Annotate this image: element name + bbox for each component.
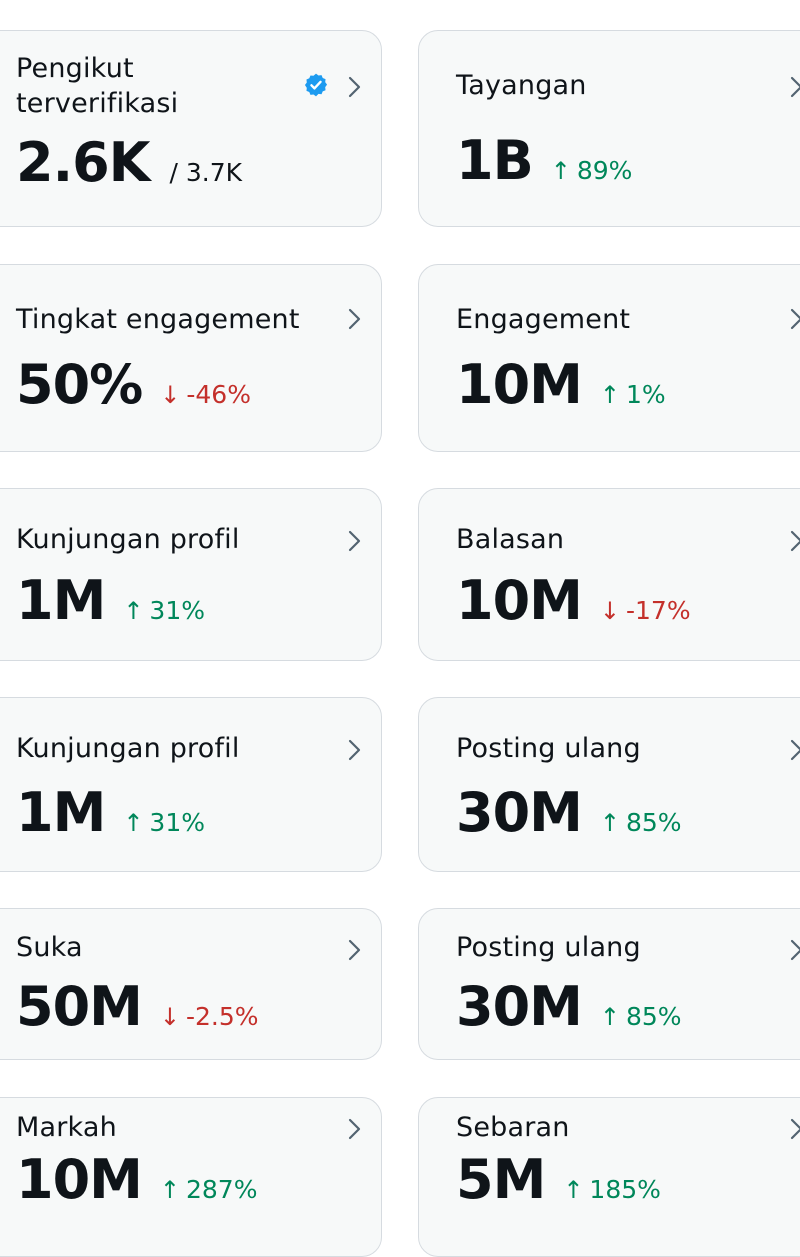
- profile-visits-card[interactable]: Kunjungan profil 1M ↑ 31%: [0, 697, 382, 872]
- likes-value: 50M: [16, 975, 143, 1038]
- profile-visits-value: 1M: [16, 569, 106, 632]
- chevron-right-icon: [790, 1118, 800, 1140]
- chevron-right-icon: [348, 308, 361, 330]
- arrow-up-icon: ↑: [599, 809, 620, 837]
- likes-metric: 50M ↓ -2.5%: [16, 975, 259, 1038]
- profile-visits-title: Kunjungan profil: [16, 524, 240, 555]
- reposts-title: Posting ulang: [456, 932, 641, 963]
- reposts-value: 30M: [456, 781, 583, 844]
- reposts-delta-value: 85%: [626, 808, 682, 837]
- chevron-right-icon: [348, 939, 361, 961]
- likes-delta: ↓ -2.5%: [160, 1002, 259, 1031]
- engagement-value: 10M: [456, 353, 583, 416]
- likes-title: Suka: [16, 932, 83, 963]
- arrow-up-icon: ↑: [159, 1176, 180, 1204]
- arrow-down-icon: ↓: [599, 597, 620, 625]
- reposts-delta-value: 85%: [626, 1002, 682, 1031]
- profile-visits-delta-value: 31%: [149, 596, 205, 625]
- arrow-up-icon: ↑: [123, 809, 144, 837]
- replies-value: 10M: [456, 569, 583, 632]
- profile-visits-metric: 1M ↑ 31%: [16, 569, 205, 632]
- verified-followers-total: / 3.7K: [169, 158, 243, 187]
- shares-card[interactable]: Sebaran 5M ↑ 185%: [418, 1097, 800, 1257]
- profile-visits-metric: 1M ↑ 31%: [16, 781, 205, 844]
- shares-title: Sebaran: [456, 1112, 570, 1143]
- engagement-rate-value: 50%: [16, 353, 143, 416]
- shares-metric: 5M ↑ 185%: [456, 1148, 661, 1211]
- profile-visits-delta-value: 31%: [149, 808, 205, 837]
- engagement-rate-delta: ↓ -46%: [160, 380, 251, 409]
- reposts-card[interactable]: Posting ulang 30M ↑ 85%: [418, 908, 800, 1060]
- bookmarks-value: 10M: [16, 1148, 143, 1211]
- chevron-right-icon: [348, 530, 361, 552]
- engagement-metric: 10M ↑ 1%: [456, 353, 666, 416]
- engagement-card[interactable]: Engagement 10M ↑ 1%: [418, 264, 800, 452]
- replies-delta-value: -17%: [626, 596, 691, 625]
- arrow-up-icon: ↑: [599, 381, 620, 409]
- views-delta-value: 89%: [576, 156, 633, 185]
- arrow-down-icon: ↓: [160, 381, 181, 409]
- profile-visits-title: Kunjungan profil: [16, 733, 240, 764]
- verified-badge-icon: [304, 73, 328, 97]
- replies-title: Balasan: [456, 524, 565, 555]
- arrow-up-icon: ↑: [599, 1003, 620, 1031]
- verified-followers-card[interactable]: Pengikut terverifikasi 2.6K / 3.7K: [0, 30, 382, 227]
- engagement-title: Engagement: [456, 304, 631, 335]
- reposts-metric: 30M ↑ 85%: [456, 781, 682, 844]
- reposts-title: Posting ulang: [456, 733, 641, 764]
- likes-card[interactable]: Suka 50M ↓ -2.5%: [0, 908, 382, 1060]
- shares-value: 5M: [456, 1148, 546, 1211]
- reposts-card[interactable]: Posting ulang 30M ↑ 85%: [418, 697, 800, 872]
- profile-visits-delta: ↑ 31%: [123, 808, 205, 837]
- profile-visits-value: 1M: [16, 781, 106, 844]
- chevron-right-icon: [348, 739, 361, 761]
- reposts-delta: ↑ 85%: [600, 808, 682, 837]
- verified-followers-value: 2.6K: [16, 131, 151, 194]
- arrow-up-icon: ↑: [123, 597, 144, 625]
- arrow-down-icon: ↓: [159, 1003, 180, 1031]
- reposts-value: 30M: [456, 975, 583, 1038]
- chevron-right-icon: [348, 76, 361, 98]
- bookmarks-delta-value: 287%: [186, 1175, 258, 1204]
- views-title: Tayangan: [456, 70, 587, 101]
- verified-followers-title: Pengikut terverifikasi: [16, 53, 179, 119]
- shares-delta-value: 185%: [589, 1175, 661, 1204]
- engagement-delta-value: 1%: [626, 380, 666, 409]
- bookmarks-metric: 10M ↑ 287%: [16, 1148, 257, 1211]
- chevron-right-icon: [790, 308, 800, 330]
- bookmarks-delta: ↑ 287%: [160, 1175, 258, 1204]
- engagement-rate-metric: 50% ↓ -46%: [16, 353, 251, 416]
- likes-delta-value: -2.5%: [186, 1002, 259, 1031]
- chevron-right-icon: [790, 76, 800, 98]
- chevron-right-icon: [348, 1118, 361, 1140]
- replies-metric: 10M ↓ -17%: [456, 569, 691, 632]
- replies-card[interactable]: Balasan 10M ↓ -17%: [418, 488, 800, 661]
- chevron-right-icon: [790, 530, 800, 552]
- engagement-rate-card[interactable]: Tingkat engagement 50% ↓ -46%: [0, 264, 382, 452]
- verified-followers-metric: 2.6K / 3.7K: [16, 131, 242, 194]
- bookmarks-title: Markah: [16, 1112, 117, 1143]
- arrow-up-icon: ↑: [550, 157, 571, 185]
- reposts-metric: 30M ↑ 85%: [456, 975, 682, 1038]
- engagement-rate-title: Tingkat engagement: [16, 304, 300, 335]
- bookmarks-card[interactable]: Markah 10M ↑ 287%: [0, 1097, 382, 1257]
- chevron-right-icon: [790, 739, 800, 761]
- reposts-delta: ↑ 85%: [600, 1002, 682, 1031]
- views-value: 1B: [456, 129, 534, 192]
- profile-visits-delta: ↑ 31%: [123, 596, 205, 625]
- views-card[interactable]: Tayangan 1B ↑ 89%: [418, 30, 800, 227]
- views-delta: ↑ 89%: [551, 156, 633, 185]
- replies-delta: ↓ -17%: [600, 596, 691, 625]
- engagement-rate-delta-value: -46%: [186, 380, 251, 409]
- arrow-up-icon: ↑: [563, 1176, 584, 1204]
- shares-delta: ↑ 185%: [563, 1175, 661, 1204]
- views-metric: 1B ↑ 89%: [456, 129, 632, 192]
- profile-visits-card[interactable]: Kunjungan profil 1M ↑ 31%: [0, 488, 382, 661]
- engagement-delta: ↑ 1%: [600, 380, 666, 409]
- chevron-right-icon: [790, 939, 800, 961]
